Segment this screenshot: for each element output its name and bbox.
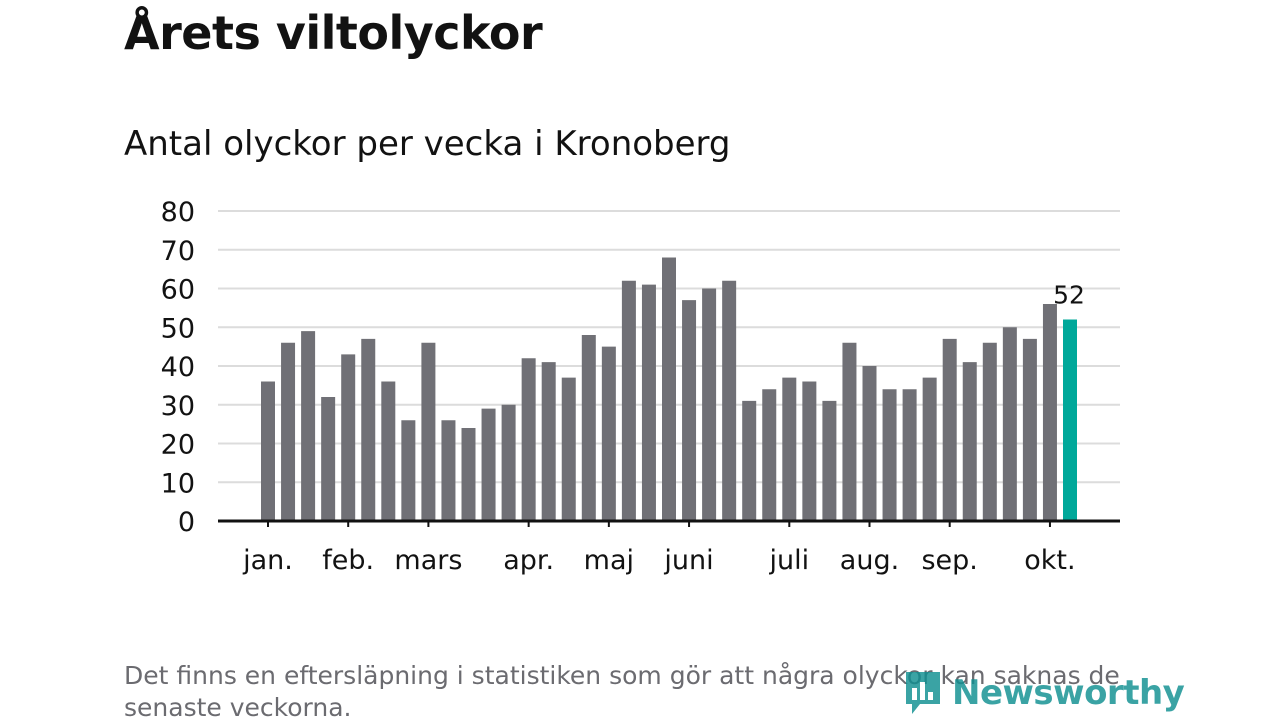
newsworthy-logo-icon <box>906 672 940 714</box>
bar <box>942 338 957 521</box>
bars <box>261 257 1077 521</box>
footnote: Det finns en eftersläpning i statistiken… <box>124 661 1120 722</box>
x-axis: jan. feb. mars apr. maj juni juli aug. sep. okt. <box>218 519 1120 576</box>
bar <box>662 257 676 521</box>
bar <box>601 346 616 521</box>
bar <box>862 366 877 521</box>
bar <box>581 335 596 521</box>
bar <box>1042 304 1057 521</box>
bar <box>321 397 336 521</box>
y-tick-label: 10 <box>161 468 195 499</box>
bar <box>902 389 917 521</box>
x-tick-label: juli <box>768 545 809 576</box>
x-tick-label: sep. <box>921 545 977 576</box>
x-tick-label: feb. <box>322 545 374 576</box>
bar <box>541 362 556 521</box>
newsworthy-logo[interactable]: Newsworthy <box>902 668 1185 718</box>
x-tick-label: jan. <box>242 545 293 576</box>
y-tick-label: 70 <box>161 236 195 267</box>
bar <box>361 338 376 521</box>
bar-highlight <box>1063 319 1077 521</box>
x-tick-label: maj <box>584 545 634 576</box>
bar <box>341 354 356 521</box>
data-labels: 52 <box>1053 281 1085 310</box>
bar <box>481 408 496 521</box>
chart-title: Årets viltolyckor <box>124 6 543 60</box>
y-tick-label: 20 <box>161 430 195 461</box>
bar <box>281 342 296 521</box>
bar <box>1002 327 1017 521</box>
bar <box>641 284 656 521</box>
bar <box>962 362 977 521</box>
bar <box>822 400 837 521</box>
y-tick-label: 50 <box>161 313 195 344</box>
bar <box>301 331 316 521</box>
bar <box>461 428 476 521</box>
bar <box>842 342 857 521</box>
x-tick-label: aug. <box>840 545 899 576</box>
x-tick-label: okt. <box>1024 545 1075 576</box>
bar <box>501 404 516 521</box>
y-tick-label: 60 <box>161 275 195 306</box>
bar <box>441 420 456 521</box>
x-tick-label: juni <box>663 545 713 576</box>
bar <box>261 381 275 521</box>
highlight-data-label: 52 <box>1053 281 1085 310</box>
bar <box>682 300 697 521</box>
bar <box>621 280 636 521</box>
bar <box>401 420 416 521</box>
bar <box>521 358 536 521</box>
bar <box>982 342 997 521</box>
y-tick-label: 0 <box>178 507 195 538</box>
bar <box>561 377 576 521</box>
bar <box>802 381 817 521</box>
bar <box>742 400 757 521</box>
y-tick-label: 30 <box>161 391 195 422</box>
x-tick-label: apr. <box>503 545 554 576</box>
chart-subtitle: Antal olyckor per vecka i Kronoberg <box>124 124 731 164</box>
logo-text: Newsworthy <box>952 673 1185 713</box>
y-tick-label: 80 <box>161 197 195 228</box>
bar <box>782 377 797 521</box>
bar <box>381 381 396 521</box>
bar <box>702 288 717 521</box>
x-tick-label: mars <box>394 545 462 576</box>
y-axis-tick-labels: 0 10 20 30 40 50 60 70 80 <box>161 197 195 538</box>
bar <box>762 389 777 521</box>
bar <box>922 377 937 521</box>
y-tick-label: 40 <box>161 352 195 383</box>
bar <box>882 389 897 521</box>
bar <box>421 342 436 521</box>
bar <box>722 280 737 521</box>
bar <box>1022 338 1037 521</box>
